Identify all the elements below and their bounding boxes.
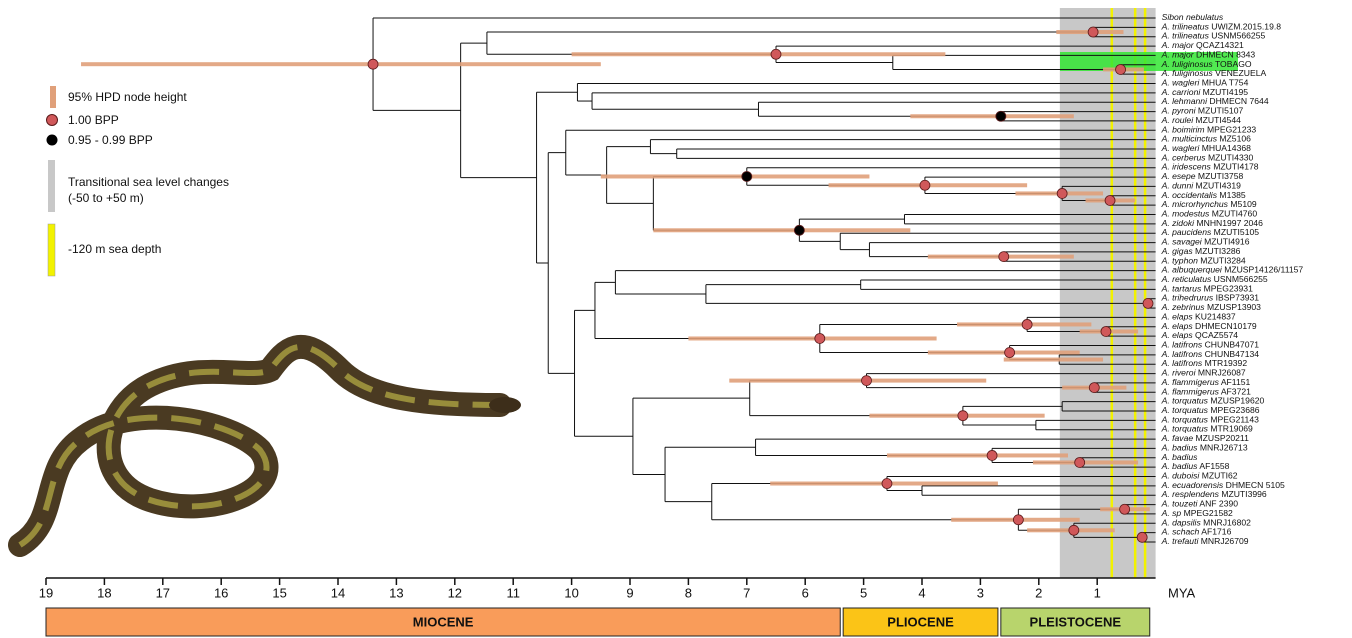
support-node xyxy=(882,479,892,489)
support-node xyxy=(1013,515,1023,525)
support-node xyxy=(742,171,752,181)
support-node xyxy=(1057,188,1067,198)
x-tick-label: 18 xyxy=(97,585,111,600)
support-node xyxy=(999,252,1009,262)
support-node xyxy=(987,450,997,460)
support-node xyxy=(1137,532,1147,542)
taxon-label: A. trefauti MNRJ26709 xyxy=(1161,536,1249,546)
x-tick-label: 7 xyxy=(743,585,750,600)
sea-level-band xyxy=(1060,8,1156,578)
support-node xyxy=(368,59,378,69)
x-tick-label: 5 xyxy=(860,585,867,600)
support-node xyxy=(1088,27,1098,37)
legend-swatch xyxy=(48,224,55,276)
support-node xyxy=(1075,457,1085,467)
x-tick-label: 15 xyxy=(272,585,286,600)
taxon-name: A. trefauti xyxy=(1161,536,1200,546)
hpd-bar xyxy=(910,114,1074,118)
x-tick-label: 9 xyxy=(626,585,633,600)
support-node xyxy=(1101,326,1111,336)
epoch-label: PLEISTOCENE xyxy=(1030,614,1122,629)
x-tick-label: 17 xyxy=(156,585,170,600)
hpd-bar xyxy=(887,453,1068,457)
support-node xyxy=(794,225,804,235)
figure: Sibon nebulatusA. trilineatus UWIZM.2015… xyxy=(0,0,1352,638)
x-tick-label: 6 xyxy=(802,585,809,600)
support-node xyxy=(1022,319,1032,329)
specimen-id: MNRJ26709 xyxy=(1201,536,1249,546)
x-tick-label: 1 xyxy=(1094,585,1101,600)
hpd-bar xyxy=(1004,358,1103,362)
support-node xyxy=(771,49,781,59)
legend-text: (-50 to +50 m) xyxy=(68,191,144,205)
legend-text: 0.95 - 0.99 BPP xyxy=(68,133,153,147)
x-tick-label: 12 xyxy=(448,585,462,600)
x-tick-label: 4 xyxy=(918,585,925,600)
support-node xyxy=(862,376,872,386)
legend-text: Transitional sea level changes xyxy=(68,175,229,189)
x-tick-label: 19 xyxy=(39,585,53,600)
support-node xyxy=(1005,348,1015,358)
background-layer xyxy=(1060,8,1156,578)
hpd-bar xyxy=(1033,460,1138,464)
support-node xyxy=(958,411,968,421)
support-node xyxy=(920,180,930,190)
support-node xyxy=(1116,64,1126,74)
hpd-bar xyxy=(869,414,1044,418)
hpd-bar xyxy=(572,52,946,56)
legend-swatch xyxy=(47,135,58,146)
support-node xyxy=(996,111,1006,121)
x-tick-label: 10 xyxy=(564,585,578,600)
snake xyxy=(20,347,521,545)
x-tick-label: 14 xyxy=(331,585,345,600)
snake-head xyxy=(489,397,521,413)
x-tick-label: 8 xyxy=(685,585,692,600)
support-node xyxy=(1089,383,1099,393)
x-tick-label: 3 xyxy=(977,585,984,600)
legend-text: 95% HPD node height xyxy=(68,90,187,104)
legend-text: 1.00 BPP xyxy=(68,113,119,127)
support-node xyxy=(1120,504,1130,514)
x-tick-label: 2 xyxy=(1035,585,1042,600)
x-tick-label: 16 xyxy=(214,585,228,600)
legend-swatch xyxy=(47,115,58,126)
hpd-bar xyxy=(81,62,601,66)
support-node xyxy=(1105,195,1115,205)
legend-text: -120 m sea depth xyxy=(68,242,161,256)
specimen-id: MNRJ26713 xyxy=(1200,443,1248,453)
hpd-bar xyxy=(601,174,870,178)
support-node xyxy=(1143,298,1153,308)
hpd-bar xyxy=(653,228,910,232)
support-node xyxy=(815,333,825,343)
x-tick-label: 13 xyxy=(389,585,403,600)
support-node xyxy=(1069,525,1079,535)
hpd-bar xyxy=(729,379,986,383)
epoch-label: MIOCENE xyxy=(413,614,474,629)
hpd-bar xyxy=(928,351,1080,355)
epoch-label: PLIOCENE xyxy=(887,614,954,629)
hpd-bar xyxy=(688,336,936,340)
x-tick-label: 11 xyxy=(506,585,520,600)
legend-swatch xyxy=(50,86,56,108)
legend-swatch xyxy=(48,160,55,212)
x-axis-label: MYA xyxy=(1168,585,1196,600)
